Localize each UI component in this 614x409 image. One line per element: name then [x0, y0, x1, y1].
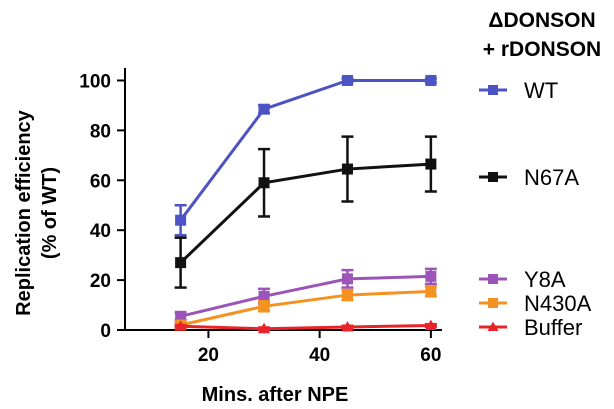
y-tick-label: 40	[90, 221, 111, 242]
data-point	[425, 74, 437, 86]
legend-title-line2: + rDONSON	[483, 38, 601, 61]
data-point	[258, 290, 270, 302]
data-point	[341, 289, 353, 301]
data-point	[175, 214, 187, 226]
data-point	[341, 163, 353, 175]
legend-title-line1: ΔDONSON	[488, 9, 595, 32]
data-point	[258, 103, 270, 115]
x-tick-label: 20	[198, 345, 219, 366]
series-line	[179, 162, 431, 264]
legend-label: Y8A	[524, 267, 566, 292]
legend-label: WT	[524, 78, 558, 103]
legend-marker	[487, 321, 499, 332]
series-buffer	[174, 319, 437, 334]
y-tick-label: 20	[90, 271, 111, 292]
legend-marker	[488, 85, 498, 95]
series-wt	[174, 74, 437, 237]
data-point	[175, 257, 187, 269]
legend-marker	[488, 172, 498, 182]
legend-label: N67A	[524, 165, 579, 190]
data-point	[341, 74, 353, 86]
legend-item-n67a: N67A	[479, 165, 579, 190]
data-point	[258, 300, 270, 312]
y-axis-title-line1: Replication efficiency	[13, 109, 35, 315]
legend-label: N430A	[524, 291, 592, 316]
x-tick-label: 40	[309, 345, 330, 366]
series-layer	[174, 74, 437, 334]
legend-marker	[488, 274, 498, 284]
data-point	[258, 177, 270, 189]
legend-item-y8a: Y8A	[479, 267, 566, 292]
axes: 0 20 40 60 80 100 20 40 60	[79, 68, 442, 366]
y-tick-label: 0	[100, 321, 111, 342]
series-y8a	[174, 267, 437, 322]
data-point	[425, 285, 437, 297]
series-line	[180, 274, 431, 318]
x-axis-title: Mins. after NPE	[202, 384, 349, 406]
y-axis-title-line2: (% of WT)	[39, 167, 61, 259]
data-point	[175, 310, 187, 322]
series-n67a	[174, 135, 437, 289]
y-tick-label: 80	[90, 121, 111, 142]
legend-item-wt: WT	[479, 78, 558, 103]
data-point	[341, 321, 354, 332]
legend-label: Buffer	[524, 315, 582, 340]
data-point	[425, 158, 437, 170]
legend-item-buffer: Buffer	[479, 315, 582, 340]
series-line	[180, 289, 431, 327]
data-point	[341, 273, 353, 285]
data-point	[424, 319, 437, 330]
legend-marker	[488, 298, 498, 308]
series-line	[179, 78, 431, 222]
x-tick-label: 60	[420, 345, 441, 366]
y-tick-label: 60	[90, 171, 111, 192]
legend-item-n430a: N430A	[479, 291, 592, 316]
y-tick-label: 100	[79, 71, 111, 92]
data-point	[425, 270, 437, 282]
data-point	[257, 322, 271, 334]
series-line	[180, 324, 431, 331]
data-point	[174, 320, 187, 331]
